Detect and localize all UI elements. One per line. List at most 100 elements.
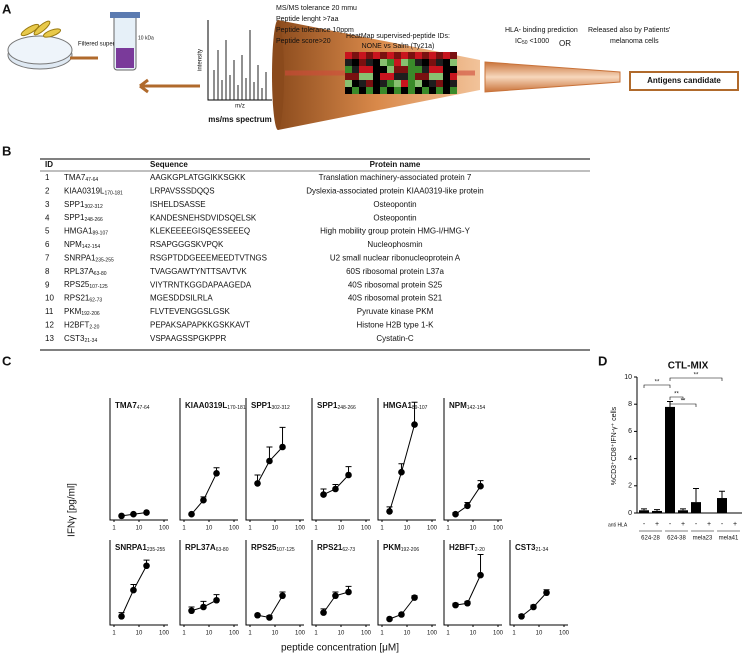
error-bar [693,488,699,503]
spectrum-label: ms/ms spectrum [208,115,272,124]
table-cell: 10 [45,294,54,303]
x-tick-label: 1 [112,526,116,532]
table-header: ID [45,160,53,169]
heatmap-title: HeatMap supervised-peptide IDs: [346,33,450,40]
point [188,607,195,615]
significance-bracket [669,377,723,381]
line [257,595,283,619]
axis-label: m/z [235,104,245,110]
plot-title: RPS2162-73 [317,543,355,553]
axis [179,540,238,626]
point [279,592,286,600]
treatment-sign: + [655,521,659,528]
error-bar [411,401,418,425]
y-axis-label: %CD3⁺CD8⁺IFN-γ⁺ cells [611,406,618,485]
hla-line: IC50 <1000 [515,38,549,46]
table-cell: 3 [45,200,50,209]
significance-label: ** [681,399,686,405]
plot-title: SNRPA1235-255 [115,543,165,553]
significance-label: ** [694,373,699,379]
table-cell: 60S ribosomal protein L37a [346,267,444,276]
table-cell: AAGKGPLATGGIKKSGKK [150,173,246,182]
axis [311,398,370,521]
table-cell: 8 [45,267,50,276]
error-bar [680,508,686,511]
line [389,424,416,512]
point [386,508,393,515]
table-cell: Nucleophosmin [367,240,422,249]
point [266,457,273,465]
table-cell: NPM142-154 [64,240,100,250]
point [143,562,150,570]
table-cell: 5 [45,227,50,236]
axis [109,398,168,521]
plot-title: SPP1302-312 [251,401,290,411]
x-tick-label: 100 [427,526,438,532]
x-tick-label: 1 [248,631,252,637]
table-cell: Translation machinery-associated protein… [319,173,472,182]
table-cell: 7 [45,254,50,263]
filter-criterion: Peptide tolerance 10ppm [276,27,354,34]
spectrum-axis [207,20,272,101]
x-tick-label: 1 [512,631,516,637]
point [332,485,339,493]
table-cell: LRPAVSSSDQQS [150,187,215,196]
axis [377,540,436,626]
point [518,613,525,620]
plot-title: NPM142-154 [449,401,485,411]
x-tick-label: 10 [338,631,345,637]
treatment-sign: - [695,521,698,528]
point [320,491,327,498]
petri-dish-top [7,35,73,65]
x-tick-label: 1 [314,631,318,637]
chart-title: CTL-MIX [668,361,709,372]
plot-title: CST321-34 [515,543,548,553]
point [320,609,327,616]
point [452,510,459,518]
y-tick-label: 0 [628,510,632,517]
table-cell: HMGA189-107 [64,227,108,237]
error-bar [654,509,660,511]
x-tick-label: 1 [314,526,318,532]
x-tick-label: 10 [272,526,279,532]
error-bar [477,554,484,576]
y-axis-label: IFNγ [pg/ml] [67,483,78,537]
x-tick-label: 100 [559,631,570,637]
table-cell: SPP1302-312 [64,200,103,210]
y-tick-label: 6 [628,428,632,435]
result-box [629,71,739,91]
point [543,589,550,597]
group-label: 624-28 [641,536,660,542]
table-cell: RSGPTDDGEEEMEEDTVTNGS [150,254,267,263]
table-cell: MGESDDSILRLA [150,294,213,303]
x-tick-label: 1 [380,526,384,532]
table-cell: SPP1248-266 [64,213,103,223]
table-cell: TVAGGAWTYNTTSAVTVK [150,267,247,276]
point [477,571,484,579]
x-tick-label: 100 [493,631,504,637]
point [254,480,261,487]
tube-liquid [116,48,134,68]
x-tick-label: 10 [470,631,477,637]
x-tick-label: 10 [136,631,143,637]
released-line: Released also by Patients' [588,27,670,34]
x-tick-label: 10 [536,631,543,637]
axis [443,540,502,626]
y-tick-label: 4 [628,455,632,462]
axis [636,377,742,514]
heatmap [345,52,457,94]
axis [377,398,436,521]
point [411,594,418,601]
table-cell: KIAA0319L170-181 [64,187,123,197]
spectrum-peaks [213,30,267,100]
table-cell: VIYTRNTKGGDAPAAGEDA [150,280,252,289]
x-tick-label: 10 [404,526,411,532]
point [200,603,207,611]
tube-cap [110,12,140,18]
table-cell: Osteopontin [373,200,416,209]
axis [311,540,370,626]
table-cell: 1 [45,173,50,182]
table-cell: 2 [45,187,50,196]
table-cell: VSPAAGSSPGKPPR [150,334,227,343]
